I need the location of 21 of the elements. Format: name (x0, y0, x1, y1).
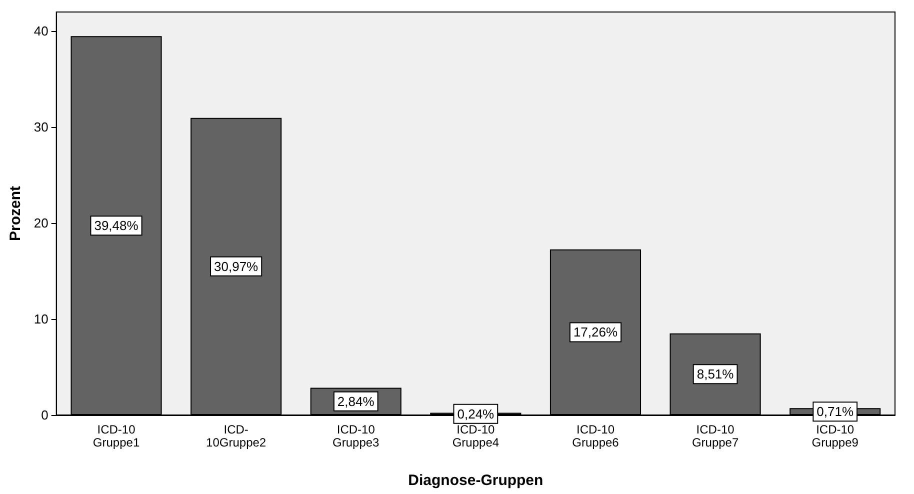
x-axis-title: Diagnose-Gruppen (408, 472, 544, 489)
y-tick-label: 10 (34, 312, 48, 327)
data-label: 17,26% (573, 324, 618, 340)
data-label: 0,71% (816, 404, 854, 420)
x-tick-label: ICD-10 Gruppe9 (812, 422, 859, 450)
x-tick-label: ICD-10 Gruppe6 (572, 422, 620, 450)
data-label: 2,84% (337, 394, 375, 409)
x-tick-label: ICD-10 Gruppe1 (92, 422, 140, 450)
y-axis-title: Prozent (7, 186, 24, 242)
y-tick-label: 20 (34, 216, 48, 231)
x-tick-label: ICD-10 Gruppe3 (332, 422, 380, 450)
x-tick-label: ICD-10 Gruppe4 (452, 422, 500, 450)
y-tick-label: 30 (34, 120, 48, 135)
data-label: 39,48% (94, 218, 139, 234)
x-tick-label: ICD-10Gruppe2 (206, 422, 266, 450)
data-label: 0,24% (457, 406, 495, 422)
data-label: 8,51% (696, 366, 734, 382)
y-tick-label: 40 (34, 24, 48, 39)
data-label: 30,97% (214, 258, 259, 274)
x-tick-label: ICD-10 Gruppe7 (692, 422, 739, 450)
y-tick-label: 0 (41, 408, 48, 422)
